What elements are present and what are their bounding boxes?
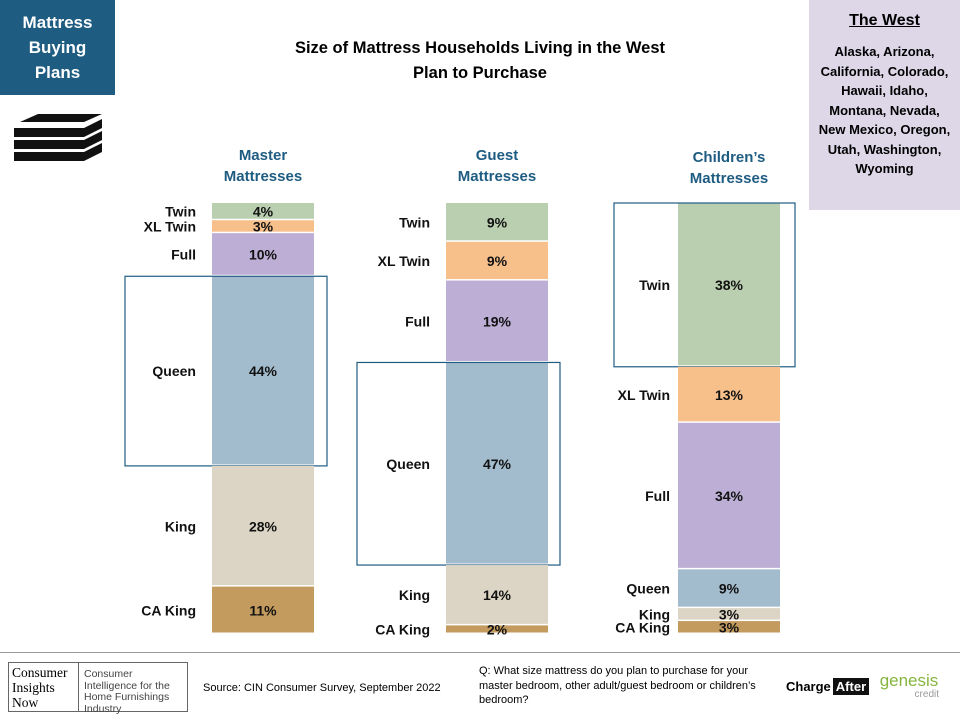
category-label-guest-ca-king: CA King [375,622,430,638]
category-label-guest-king: King [399,587,430,603]
category-label-master-xl-twin: XL Twin [144,219,196,235]
data-label-children-s-king: 3% [719,607,740,623]
data-label-guest-king: 14% [483,587,512,603]
category-label-guest-queen: Queen [386,456,430,472]
category-label-guest-xl-twin: XL Twin [378,253,430,269]
bar-segment-master-xl-twin [212,220,314,232]
bar-segment-children-s-queen [678,569,780,607]
category-label-children-s-ca-king: CA King [615,620,670,636]
chart-title-line-2: Plan to Purchase [413,64,547,82]
category-label-children-s-king: King [639,607,670,623]
category-label-master-king: King [165,518,196,534]
series-header-master: Master Mattresses [224,147,302,185]
stacked-column-chart: Master Mattresses 4% Twin 3% XL Twin 10% Full 44… [124,147,796,638]
bar-segment-guest-twin [446,203,548,241]
region-panel: The West Alaska, Arizona, California, Co… [809,0,960,210]
bar-segment-master-queen [212,276,314,465]
category-label-master-twin: Twin [165,204,196,220]
chargeafter-logo: Charge After [786,676,870,697]
data-label-children-s-ca-king: 3% [719,620,740,636]
data-label-master-king: 28% [249,518,278,534]
cin-logo: Consumer Insights Now Consumer Intellige… [8,662,188,715]
data-label-guest-full: 19% [483,314,512,330]
bar-segment-master-twin [212,203,314,219]
data-label-children-s-twin: 38% [715,277,744,293]
bar-segment-children-s-full [678,422,780,568]
category-label-guest-full: Full [405,314,430,330]
chart-title: Size of Mattress Households Living in th… [230,36,730,86]
chargeafter-logo-part-1: Charge [786,679,831,694]
bar-segment-children-s-xl-twin [678,366,780,422]
cin-logo-tagline: Consumer Intelligence for the Home Furni… [84,668,170,715]
category-label-master-queen: Queen [152,363,196,379]
cin-logo-name: Consumer Insights Now [9,663,79,711]
data-label-guest-ca-king: 2% [487,622,508,638]
data-label-master-full: 10% [249,247,278,263]
data-label-master-queen: 44% [249,363,278,379]
survey-question: Q: What size mattress do you plan to pur… [479,665,756,706]
bar-segment-master-full [212,233,314,275]
category-label-master-full: Full [171,247,196,263]
bar-segment-children-s-ca-king [678,621,780,633]
bar-segment-master-ca-king [212,586,314,633]
bar-segment-children-s-twin [678,203,780,366]
data-label-children-s-xl-twin: 13% [715,387,744,403]
bar-segment-children-s-king [678,608,780,620]
region-states: Alaska, Arizona, California, Colorado, H… [818,44,951,176]
data-label-master-ca-king: 11% [249,602,277,618]
series-header-guest: Guest Mattresses [458,147,536,185]
data-label-children-s-full: 34% [715,488,744,504]
highlight-box-master [124,275,328,467]
series-header-children-s: Children’s Mattresses [690,149,768,187]
bar-segment-master-king [212,465,314,586]
source-note: Source: CIN Consumer Survey, September 2… [203,682,441,694]
data-label-master-xl-twin: 3% [253,219,274,235]
bar-segment-guest-full [446,280,548,361]
category-label-master-ca-king: CA King [141,602,196,618]
region-title: The West [849,12,920,29]
section-badge-text: Mattress Buying Plans [22,13,93,82]
category-label-children-s-queen: Queen [626,581,670,597]
data-label-guest-xl-twin: 9% [487,253,508,269]
category-label-children-s-full: Full [645,488,670,504]
mattress-icon [14,114,102,161]
footer-divider [0,652,960,653]
genesis-credit-logo: genesis credit [873,672,945,700]
genesis-logo-text: genesis [879,671,939,690]
data-label-guest-queen: 47% [483,456,512,472]
category-label-children-s-twin: Twin [639,277,670,293]
chart-title-line-1: Size of Mattress Households Living in th… [294,39,666,57]
genesis-logo-subtext: credit [914,689,939,700]
section-badge: Mattress Buying Plans [0,0,115,95]
data-label-children-s-queen: 9% [719,581,740,597]
bar-segment-guest-king [446,565,548,624]
category-label-guest-twin: Twin [399,214,430,230]
data-label-guest-twin: 9% [487,214,508,230]
bar-segment-guest-ca-king [446,625,548,633]
chargeafter-logo-part-2: After [832,678,870,695]
data-label-master-twin: 4% [253,204,274,220]
category-label-children-s-xl-twin: XL Twin [618,387,670,403]
bar-segment-guest-xl-twin [446,241,548,280]
bar-segment-guest-queen [446,362,548,564]
